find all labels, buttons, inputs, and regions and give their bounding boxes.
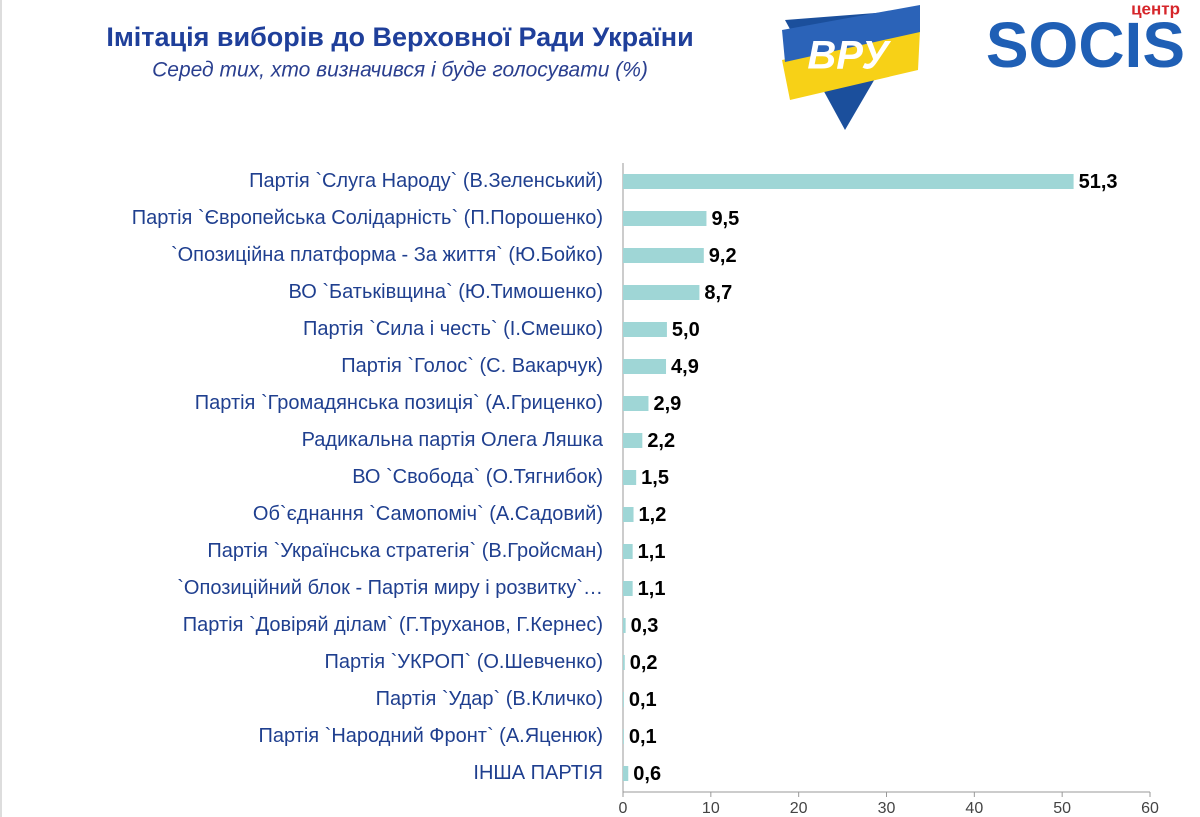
y-tick-label: Партія `Народний Фронт` (А.Яценюк): [258, 725, 603, 747]
bar: [623, 396, 649, 411]
y-tick-label: Партія `Голос` (С. Вакарчук): [341, 355, 603, 377]
y-tick-label: Партія `УКРОП` (О.Шевченко): [324, 651, 603, 673]
y-tick-label: Об`єднання `Самопоміч` (А.Садовий): [253, 503, 603, 525]
bar: [623, 433, 643, 448]
bar: [623, 507, 634, 522]
value-label: 1,2: [639, 504, 667, 526]
value-label: 0,3: [631, 615, 659, 637]
bar: [623, 766, 629, 781]
y-tick-label: Партія `Європейська Солідарність` (П.Пор…: [132, 207, 603, 229]
x-tick-label: 50: [1053, 800, 1071, 817]
y-tick-label: Партія `Сила і честь` (І.Смешко): [303, 318, 603, 340]
chart-subtitle: Серед тих, хто визначився і буде голосув…: [152, 59, 648, 82]
y-tick-label: `Опозиційна платформа - За життя` (Ю.Бой…: [171, 244, 603, 266]
y-tick-label: Радикальна партія Олега Ляшка: [302, 429, 604, 451]
value-label: 0,1: [629, 689, 657, 711]
value-label: 1,1: [638, 541, 666, 563]
value-label: 5,0: [672, 319, 700, 341]
x-tick-label: 30: [878, 800, 896, 817]
x-tick-label: 20: [790, 800, 808, 817]
value-label: 4,9: [671, 356, 699, 378]
bar: [623, 174, 1074, 189]
value-label: 9,5: [711, 208, 739, 230]
x-tick-label: 40: [965, 800, 983, 817]
chart-title: Імітація виборів до Верховної Ради Украї…: [106, 22, 693, 52]
brand-small: центр: [1131, 0, 1180, 18]
value-label: 0,6: [633, 763, 661, 785]
value-label: 1,1: [638, 578, 666, 600]
bar: [623, 211, 707, 226]
bar: [623, 248, 704, 263]
bar: [623, 544, 633, 559]
bar: [623, 322, 667, 337]
value-label: 8,7: [704, 282, 732, 304]
bar: [623, 285, 700, 300]
bar: [623, 729, 624, 744]
value-label: 51,3: [1079, 171, 1118, 193]
logo-text: ВРУ: [807, 34, 891, 78]
value-label: 2,9: [653, 393, 681, 415]
value-label: 2,2: [647, 430, 675, 452]
logo-flag-blue: [782, 5, 920, 62]
value-label: 0,2: [630, 652, 658, 674]
bar: [623, 692, 624, 707]
y-tick-label: ВО `Батьківщина` (Ю.Тимошенко): [289, 281, 603, 303]
brand: SOCIS: [986, 9, 1185, 81]
y-tick-label: ІНША ПАРТІЯ: [473, 762, 603, 784]
bar: [623, 359, 667, 374]
y-tick-label: ВО `Свобода` (О.Тягнибок): [352, 466, 603, 488]
x-tick-label: 0: [619, 800, 628, 817]
y-tick-label: Партія `Українська стратегія` (В.Гройсма…: [207, 540, 603, 562]
value-label: 9,2: [709, 245, 737, 267]
vru-logo: ВРУ: [782, 5, 920, 130]
y-tick-label: Партія `Слуга Народу` (В.Зеленський): [249, 170, 603, 192]
bar: [623, 470, 637, 485]
bar: [623, 655, 625, 670]
y-tick-label: `Опозиційний блок - Партія миру і розвит…: [177, 577, 603, 599]
logo-flag-yellow: [782, 30, 920, 100]
y-tick-label: Партія `Довіряй ділам` (Г.Труханов, Г.Ке…: [183, 614, 603, 636]
x-tick-label: 60: [1141, 800, 1159, 817]
y-tick-label: Партія `Удар` (В.Кличко): [376, 688, 603, 710]
y-tick-label: Партія `Громадянська позиція` (А.Гриценк…: [195, 392, 603, 414]
value-label: 1,5: [641, 467, 669, 489]
value-label: 0,1: [629, 726, 657, 748]
bar: [623, 581, 633, 596]
x-tick-label: 10: [702, 800, 720, 817]
bar: [623, 618, 626, 633]
